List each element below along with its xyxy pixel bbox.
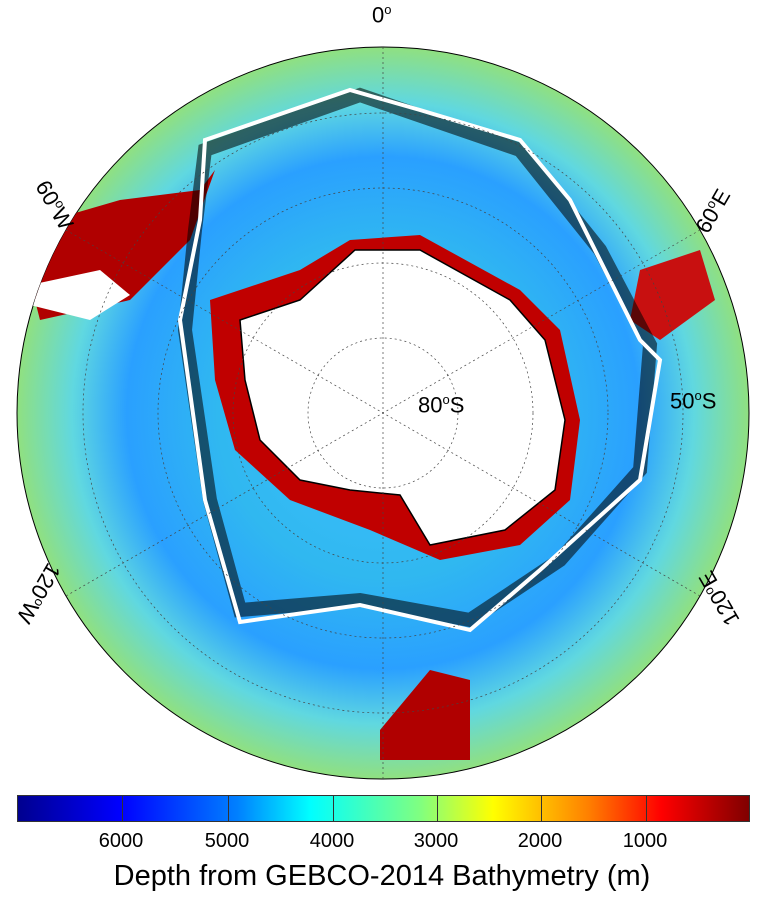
dir: S <box>449 392 465 418</box>
south-america-land <box>30 270 130 320</box>
deg: o <box>442 392 450 407</box>
deg: o <box>384 2 392 17</box>
lon-0: 0 <box>372 2 385 28</box>
colorbar-tick-label: 3000 <box>413 830 459 852</box>
label-50s: 50oS <box>670 388 716 414</box>
colorbar-tick-label: 2000 <box>517 830 563 852</box>
label-80s: 80oS <box>418 392 464 418</box>
antarctica-land <box>239 249 566 546</box>
colorbar-tick-label: 6000 <box>98 830 144 852</box>
label-0: 0o <box>372 2 391 28</box>
dir: S <box>701 388 717 414</box>
colorbar-tick <box>122 796 123 821</box>
graticule <box>65 47 701 779</box>
lat: 50 <box>670 388 695 414</box>
front-line <box>177 87 663 633</box>
colorbar-tick-label: 5000 <box>204 830 250 852</box>
kerguelen-plateau <box>630 250 715 340</box>
colorbar-tick-label: 1000 <box>622 830 668 852</box>
colorbar-title: Depth from GEBCO-2014 Bathymetry (m) <box>113 860 651 892</box>
colorbar-tick <box>646 796 647 821</box>
deg: o <box>694 388 702 403</box>
polar-bathymetry-map <box>16 46 750 780</box>
colorbar-tick <box>228 796 229 821</box>
colorbar-tick <box>333 796 334 821</box>
colorbar-tick <box>541 796 542 821</box>
lat: 80 <box>418 392 443 418</box>
colorbar <box>17 795 750 822</box>
new-zealand-shelf <box>380 670 470 760</box>
colorbar-tick <box>437 796 438 821</box>
colorbar-tick-label: 4000 <box>309 830 355 852</box>
